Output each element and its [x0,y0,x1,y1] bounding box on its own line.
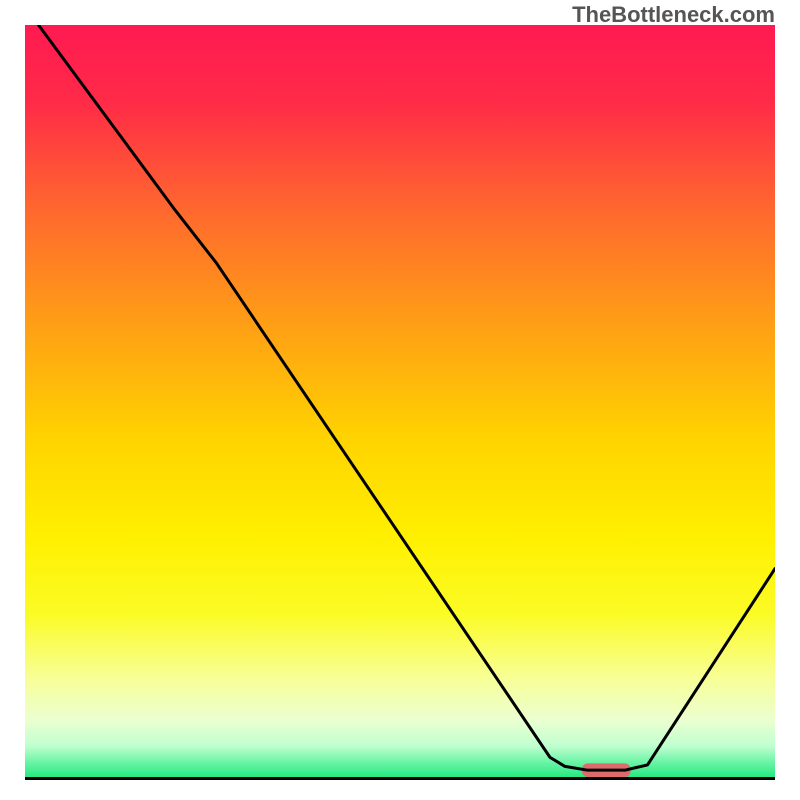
plot-area [25,25,775,780]
chart-container: TheBottleneck.com [0,0,800,800]
gradient-background [25,25,775,780]
attribution-text: TheBottleneck.com [572,2,775,28]
